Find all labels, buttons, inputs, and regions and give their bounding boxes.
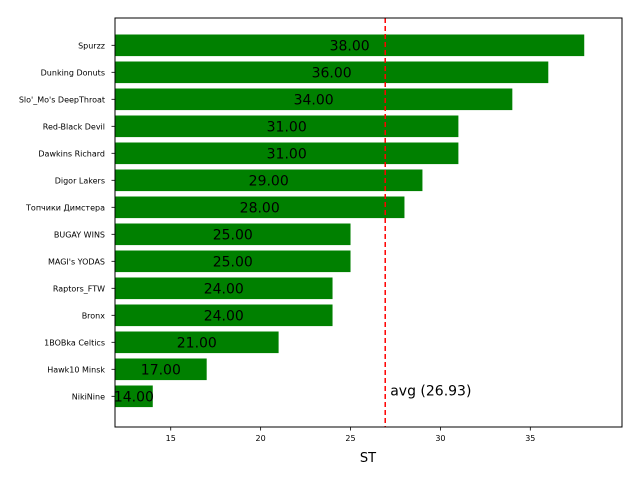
bar <box>115 385 153 408</box>
x-tick-label: 35 <box>525 434 535 443</box>
x-axis: 15 20 25 30 35 <box>166 427 535 443</box>
bar <box>115 61 549 84</box>
bar <box>115 223 351 246</box>
category-label: Raptors_FTW <box>53 284 105 293</box>
bar-value-label: 25.00 <box>213 254 253 270</box>
bar <box>115 34 585 57</box>
bar <box>115 88 513 111</box>
category-label: NikiNine <box>72 392 105 401</box>
bar <box>115 358 207 381</box>
bar-value-label: 34.00 <box>294 92 334 108</box>
bar <box>115 250 351 273</box>
category-label: Топчики Димстера <box>25 203 105 212</box>
bar-value-label: 17.00 <box>141 362 181 378</box>
x-tick-label: 25 <box>345 434 355 443</box>
value-labels-group: 38.00 36.00 34.00 31.00 31.00 29.00 28.00 25.00… <box>114 38 370 405</box>
bar-value-label: 36.00 <box>312 65 352 81</box>
x-tick-label: 30 <box>435 434 445 443</box>
category-label: Red-Black Devil <box>43 122 105 131</box>
category-label: Dawkins Richard <box>38 149 105 158</box>
plot-frame <box>114 17 623 428</box>
x-tick-label: 20 <box>256 434 266 443</box>
category-label: Dunking Donuts <box>41 68 105 77</box>
bar-value-label: 28.00 <box>240 200 280 216</box>
x-axis-title: ST <box>360 451 376 466</box>
bar <box>115 196 405 219</box>
category-label: 1BOBka Celtics <box>44 338 105 347</box>
bar-value-label: 29.00 <box>249 173 289 189</box>
category-label: Bronx <box>82 311 106 320</box>
y-axis: Spurzz Dunking Donuts Slo'_Mo's DeepThroat… <box>19 41 115 401</box>
category-label: Slo'_Mo's DeepThroat <box>19 95 105 104</box>
bar <box>115 331 279 354</box>
bar <box>115 142 459 165</box>
category-label: Spurzz <box>78 41 105 50</box>
bar-value-label: 38.00 <box>330 38 370 54</box>
category-label: BUGAY WINS <box>54 230 105 239</box>
bar-value-label: 31.00 <box>267 146 307 162</box>
category-label: Hawk10 Minsk <box>47 365 105 374</box>
bar-value-label: 24.00 <box>204 281 244 297</box>
bar <box>115 304 333 327</box>
bar <box>115 277 333 300</box>
bar <box>115 115 459 138</box>
average-label: avg (26.93) <box>390 383 471 399</box>
bar-value-label: 24.00 <box>204 308 244 324</box>
category-label: Digor Lakers <box>55 176 105 185</box>
bars-group <box>115 34 585 408</box>
category-label: MAGI's YODAS <box>48 257 105 266</box>
bar-value-label: 14.00 <box>114 389 154 405</box>
bar <box>115 169 423 192</box>
bar-value-label: 31.00 <box>267 119 307 135</box>
x-tick-label: 15 <box>166 434 176 443</box>
bar-value-label: 25.00 <box>213 227 253 243</box>
bar-value-label: 21.00 <box>177 335 217 351</box>
